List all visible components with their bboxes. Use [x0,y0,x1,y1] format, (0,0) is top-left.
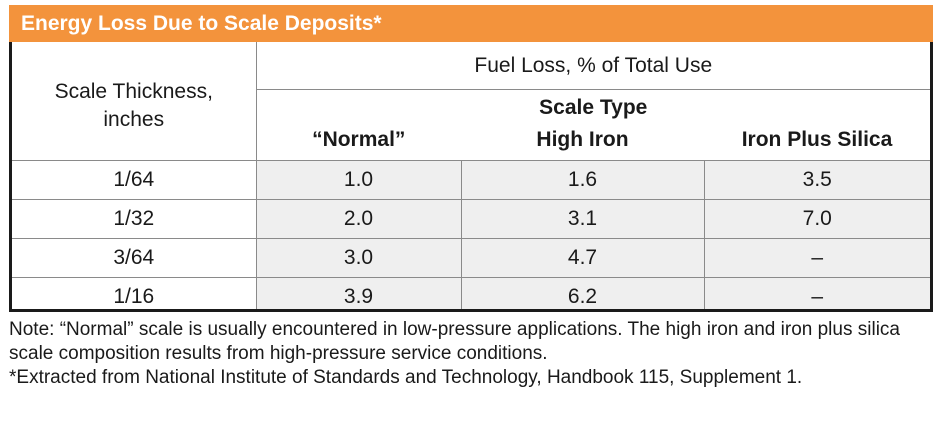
row-header-line-2: inches [103,108,165,131]
row-header-line-1: Scale Thickness, [54,80,213,103]
value-cell: 3.1 [460,199,704,239]
table-row: 1/16 3.9 6.2 – [12,277,930,309]
row-header-cell: Scale Thickness, inches [12,42,256,161]
thickness-cell: 1/16 [12,277,256,309]
table-notes: Note: “Normal” scale is usually encounte… [9,318,934,390]
column-header-iron-plus-silica: Iron Plus Silica [741,128,893,151]
note-text: Note: “Normal” scale is usually encounte… [9,319,900,364]
table-row: 1/32 2.0 3.1 7.0 [12,199,930,239]
table-title: Energy Loss Due to Scale Deposits* [9,5,933,42]
value-cell: – [703,277,930,309]
table-row: 1/64 1.0 1.6 3.5 [12,160,930,200]
value-cell: 7.0 [703,199,930,239]
value-cell: 4.7 [460,238,704,278]
table-row: 3/64 3.0 4.7 – [12,238,930,278]
value-cell: 3.0 [255,238,461,278]
scale-type-header: Scale Type [255,89,930,125]
column-header-high-iron: High Iron [536,128,629,151]
value-cell: 1.0 [255,160,461,200]
table-container: Scale Thickness, inches Fuel Loss, % of … [9,42,933,312]
value-cell: 2.0 [255,199,461,239]
column-header-normal: “Normal” [255,125,461,161]
fuel-loss-header: Fuel Loss, % of Total Use [255,42,930,90]
thickness-cell: 1/64 [12,160,256,200]
thickness-cell: 1/32 [12,199,256,239]
value-cell: – [703,238,930,278]
value-cell: 3.5 [703,160,930,200]
table-frame: Energy Loss Due to Scale Deposits* Scale… [9,5,933,312]
energy-loss-table: Scale Thickness, inches Fuel Loss, % of … [12,42,930,309]
value-cell: 3.9 [255,277,461,309]
footnote-text: *Extracted from National Institute of St… [9,367,803,388]
thickness-cell: 3/64 [12,238,256,278]
value-cell: 6.2 [460,277,704,309]
value-cell: 1.6 [460,160,704,200]
